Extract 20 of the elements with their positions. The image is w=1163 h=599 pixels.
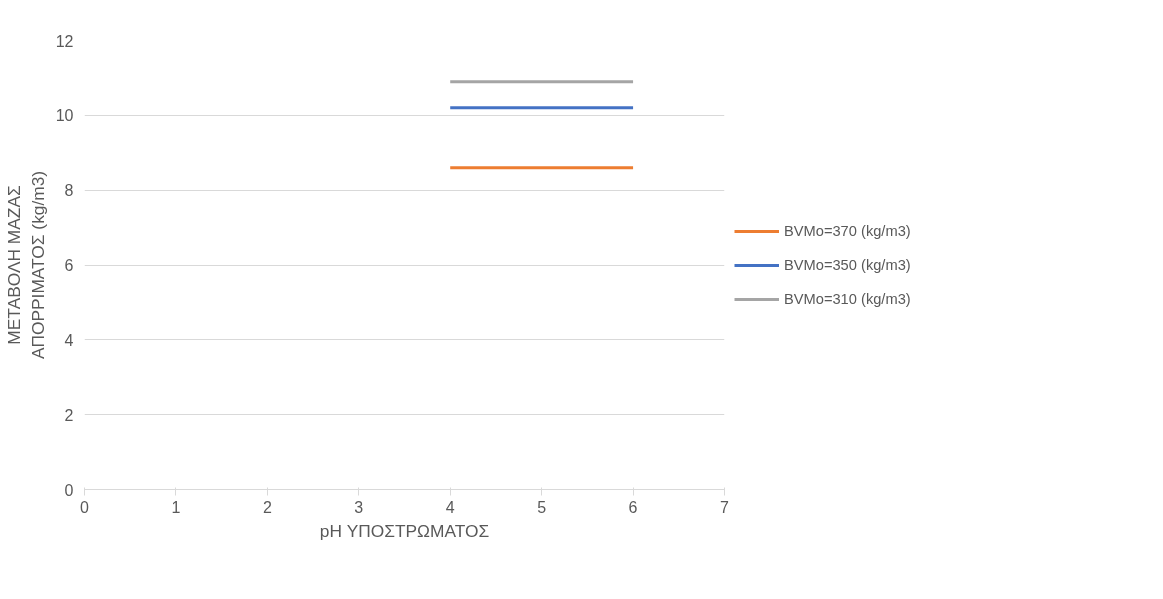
x-tick-label: 5 xyxy=(537,498,547,516)
y-tick-label: 8 xyxy=(64,182,74,200)
y-tick-label: 0 xyxy=(64,481,74,499)
y-axis-title: ΜΕΤΑΒΟΛΗ ΜΑΖΑΣ ΑΠΟΡΡΙΜΑΤΟΣ (kg/m3) xyxy=(3,170,48,360)
y-tick-label: 10 xyxy=(55,107,74,125)
y-tick-label: 4 xyxy=(64,331,74,349)
x-tick-label: 0 xyxy=(80,498,90,516)
x-tick-label: 4 xyxy=(445,498,455,516)
y-tick-label: 6 xyxy=(64,257,74,274)
x-axis-title: pH ΥΠΟΣΤΡΩΜΑΤΟΣ xyxy=(319,520,490,541)
x-tick-label: 6 xyxy=(628,498,638,516)
legend-label: BVMo=370 (kg/m3) xyxy=(784,222,911,239)
legend-label: BVMo=310 (kg/m3) xyxy=(784,290,911,307)
legend-label: BVMo=350 (kg/m3) xyxy=(784,256,911,273)
x-tick-label: 1 xyxy=(171,498,181,516)
x-tick-label: 7 xyxy=(720,498,730,516)
y-tick-label: 12 xyxy=(55,32,74,50)
y-tick-label: 2 xyxy=(64,406,74,424)
x-tick-label: 3 xyxy=(354,498,364,516)
x-tick-label: 2 xyxy=(262,498,272,516)
